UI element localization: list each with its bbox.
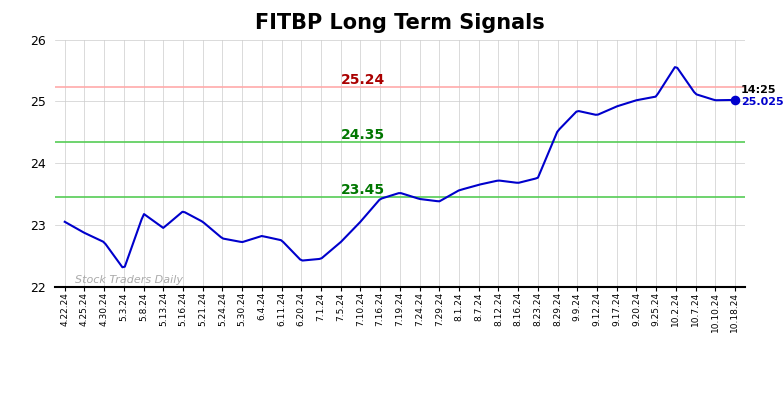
Text: 23.45: 23.45	[341, 183, 385, 197]
Text: 25.24: 25.24	[341, 72, 385, 87]
Text: 25.025: 25.025	[741, 97, 783, 107]
Title: FITBP Long Term Signals: FITBP Long Term Signals	[255, 13, 545, 33]
Text: 14:25: 14:25	[741, 84, 776, 95]
Text: Stock Traders Daily: Stock Traders Daily	[74, 275, 183, 285]
Text: 24.35: 24.35	[341, 127, 385, 142]
Point	[728, 97, 741, 103]
